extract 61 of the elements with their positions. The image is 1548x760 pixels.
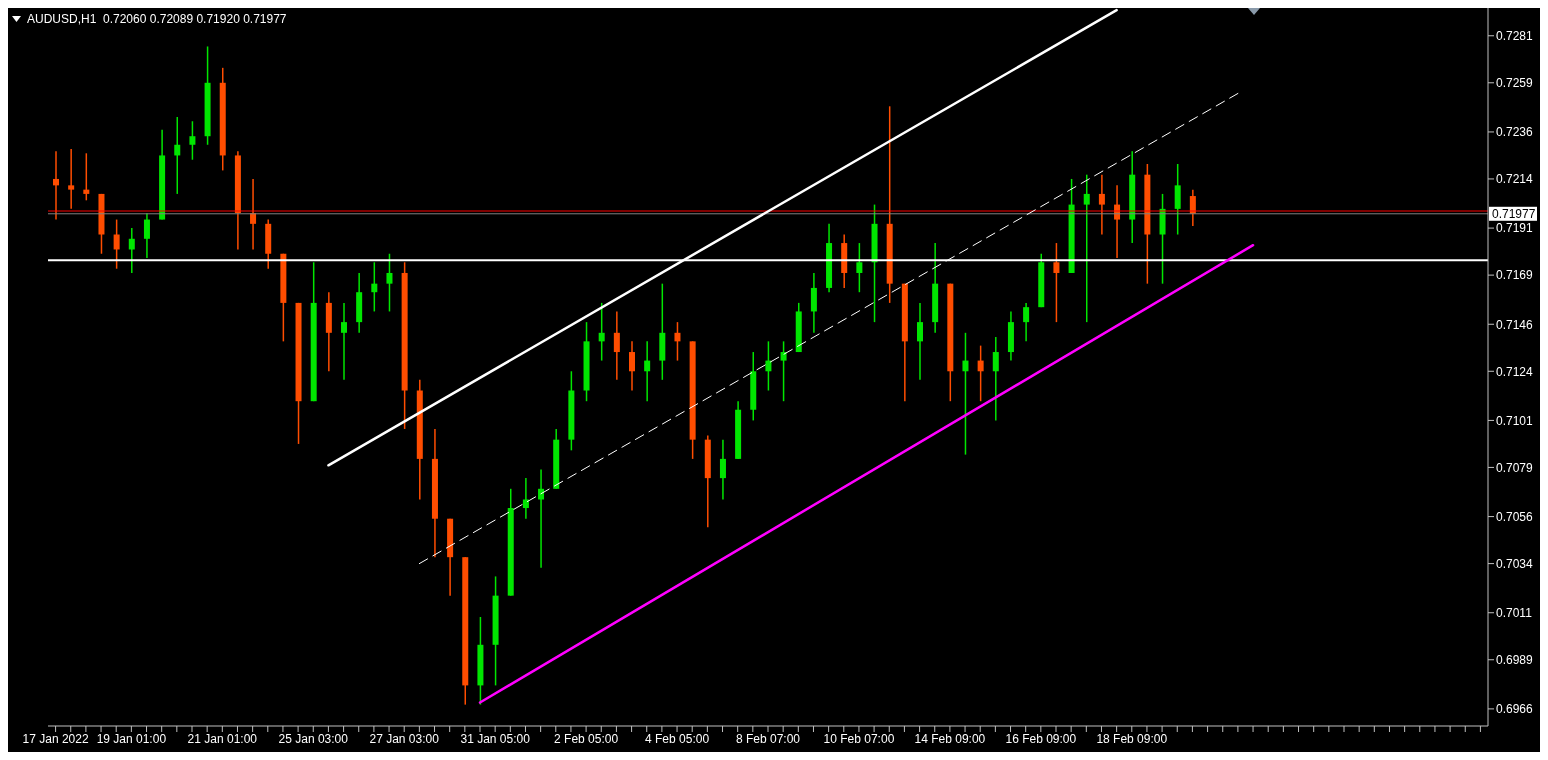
x-tick-label: 17 Jan 2022 (22, 731, 89, 746)
x-tick-label: 18 Feb 09:00 (1096, 731, 1168, 746)
candlestick (189, 120, 196, 161)
candlestick (128, 227, 135, 274)
y-tick-label: 0.7214 (1496, 172, 1534, 187)
candlestick (53, 150, 59, 221)
x-tick-label: 21 Jan 01:00 (187, 731, 258, 746)
x-tick-label: 8 Feb 07:00 (735, 731, 801, 746)
y-tick-label: 0.7281 (1496, 29, 1534, 44)
candlestick (992, 336, 999, 422)
candlestick (613, 310, 620, 381)
x-tick-label: 31 Jan 05:00 (460, 731, 531, 746)
candlestick (629, 340, 635, 392)
y-tick-label: 0.6966 (1496, 702, 1534, 717)
x-tick-label: 4 Feb 05:00 (645, 731, 710, 746)
candlestick (644, 340, 651, 402)
y-tick-label: 0.7056 (1496, 509, 1534, 524)
y-tick-label: 0.7146 (1496, 317, 1534, 332)
x-tick-label: 14 Feb 09:00 (914, 731, 986, 746)
ref-line-label: 0.71977 (1492, 206, 1536, 221)
candlestick (68, 148, 75, 210)
candlestick (719, 438, 726, 501)
candlestick (780, 340, 787, 402)
candlestick (598, 302, 605, 362)
candlestick (174, 116, 181, 195)
y-tick-label: 0.7169 (1496, 268, 1534, 283)
x-tick-label: 16 Feb 09:00 (1005, 731, 1077, 746)
candlestick (386, 252, 393, 313)
candlestick (917, 302, 923, 381)
chart-title: AUDUSD,H1 0.72060 0.72089 0.71920 0.71977 (27, 12, 287, 26)
y-tick-label: 0.7191 (1496, 221, 1534, 236)
candlestick (1098, 173, 1105, 236)
y-tick-label: 0.7101 (1496, 413, 1534, 428)
candlestick (371, 261, 378, 313)
candlestick (83, 152, 90, 202)
y-tick-label: 0.6989 (1496, 653, 1534, 668)
candlestick (143, 212, 150, 259)
x-tick-label: 19 Jan 01:00 (96, 731, 167, 746)
y-tick-label: 0.7259 (1496, 76, 1534, 91)
candlestick (250, 178, 257, 251)
x-tick-label: 27 Jan 03:00 (369, 731, 440, 746)
y-tick-label: 0.7079 (1496, 460, 1534, 475)
y-tick-label: 0.7124 (1496, 364, 1534, 379)
candlestick (856, 242, 863, 293)
candlestick (962, 332, 969, 456)
x-tick-label: 25 Jan 03:00 (278, 731, 349, 746)
candlestick (1083, 173, 1090, 323)
candlestick (1023, 302, 1030, 343)
y-tick-label: 0.7034 (1496, 556, 1534, 571)
x-tick-label: 2 Feb 05:00 (554, 731, 619, 746)
y-tick-label: 0.7236 (1496, 125, 1534, 140)
candlestick (674, 321, 681, 362)
candlestick (113, 218, 120, 270)
candlestick (977, 344, 984, 402)
x-tick-label: 10 Feb 07:00 (823, 731, 895, 746)
y-tick-label: 0.7011 (1496, 606, 1533, 620)
candlestick (1053, 242, 1060, 323)
candlestick (522, 477, 529, 520)
candlestick (1174, 163, 1181, 236)
candlestick (341, 302, 347, 381)
candlestick (810, 272, 817, 334)
